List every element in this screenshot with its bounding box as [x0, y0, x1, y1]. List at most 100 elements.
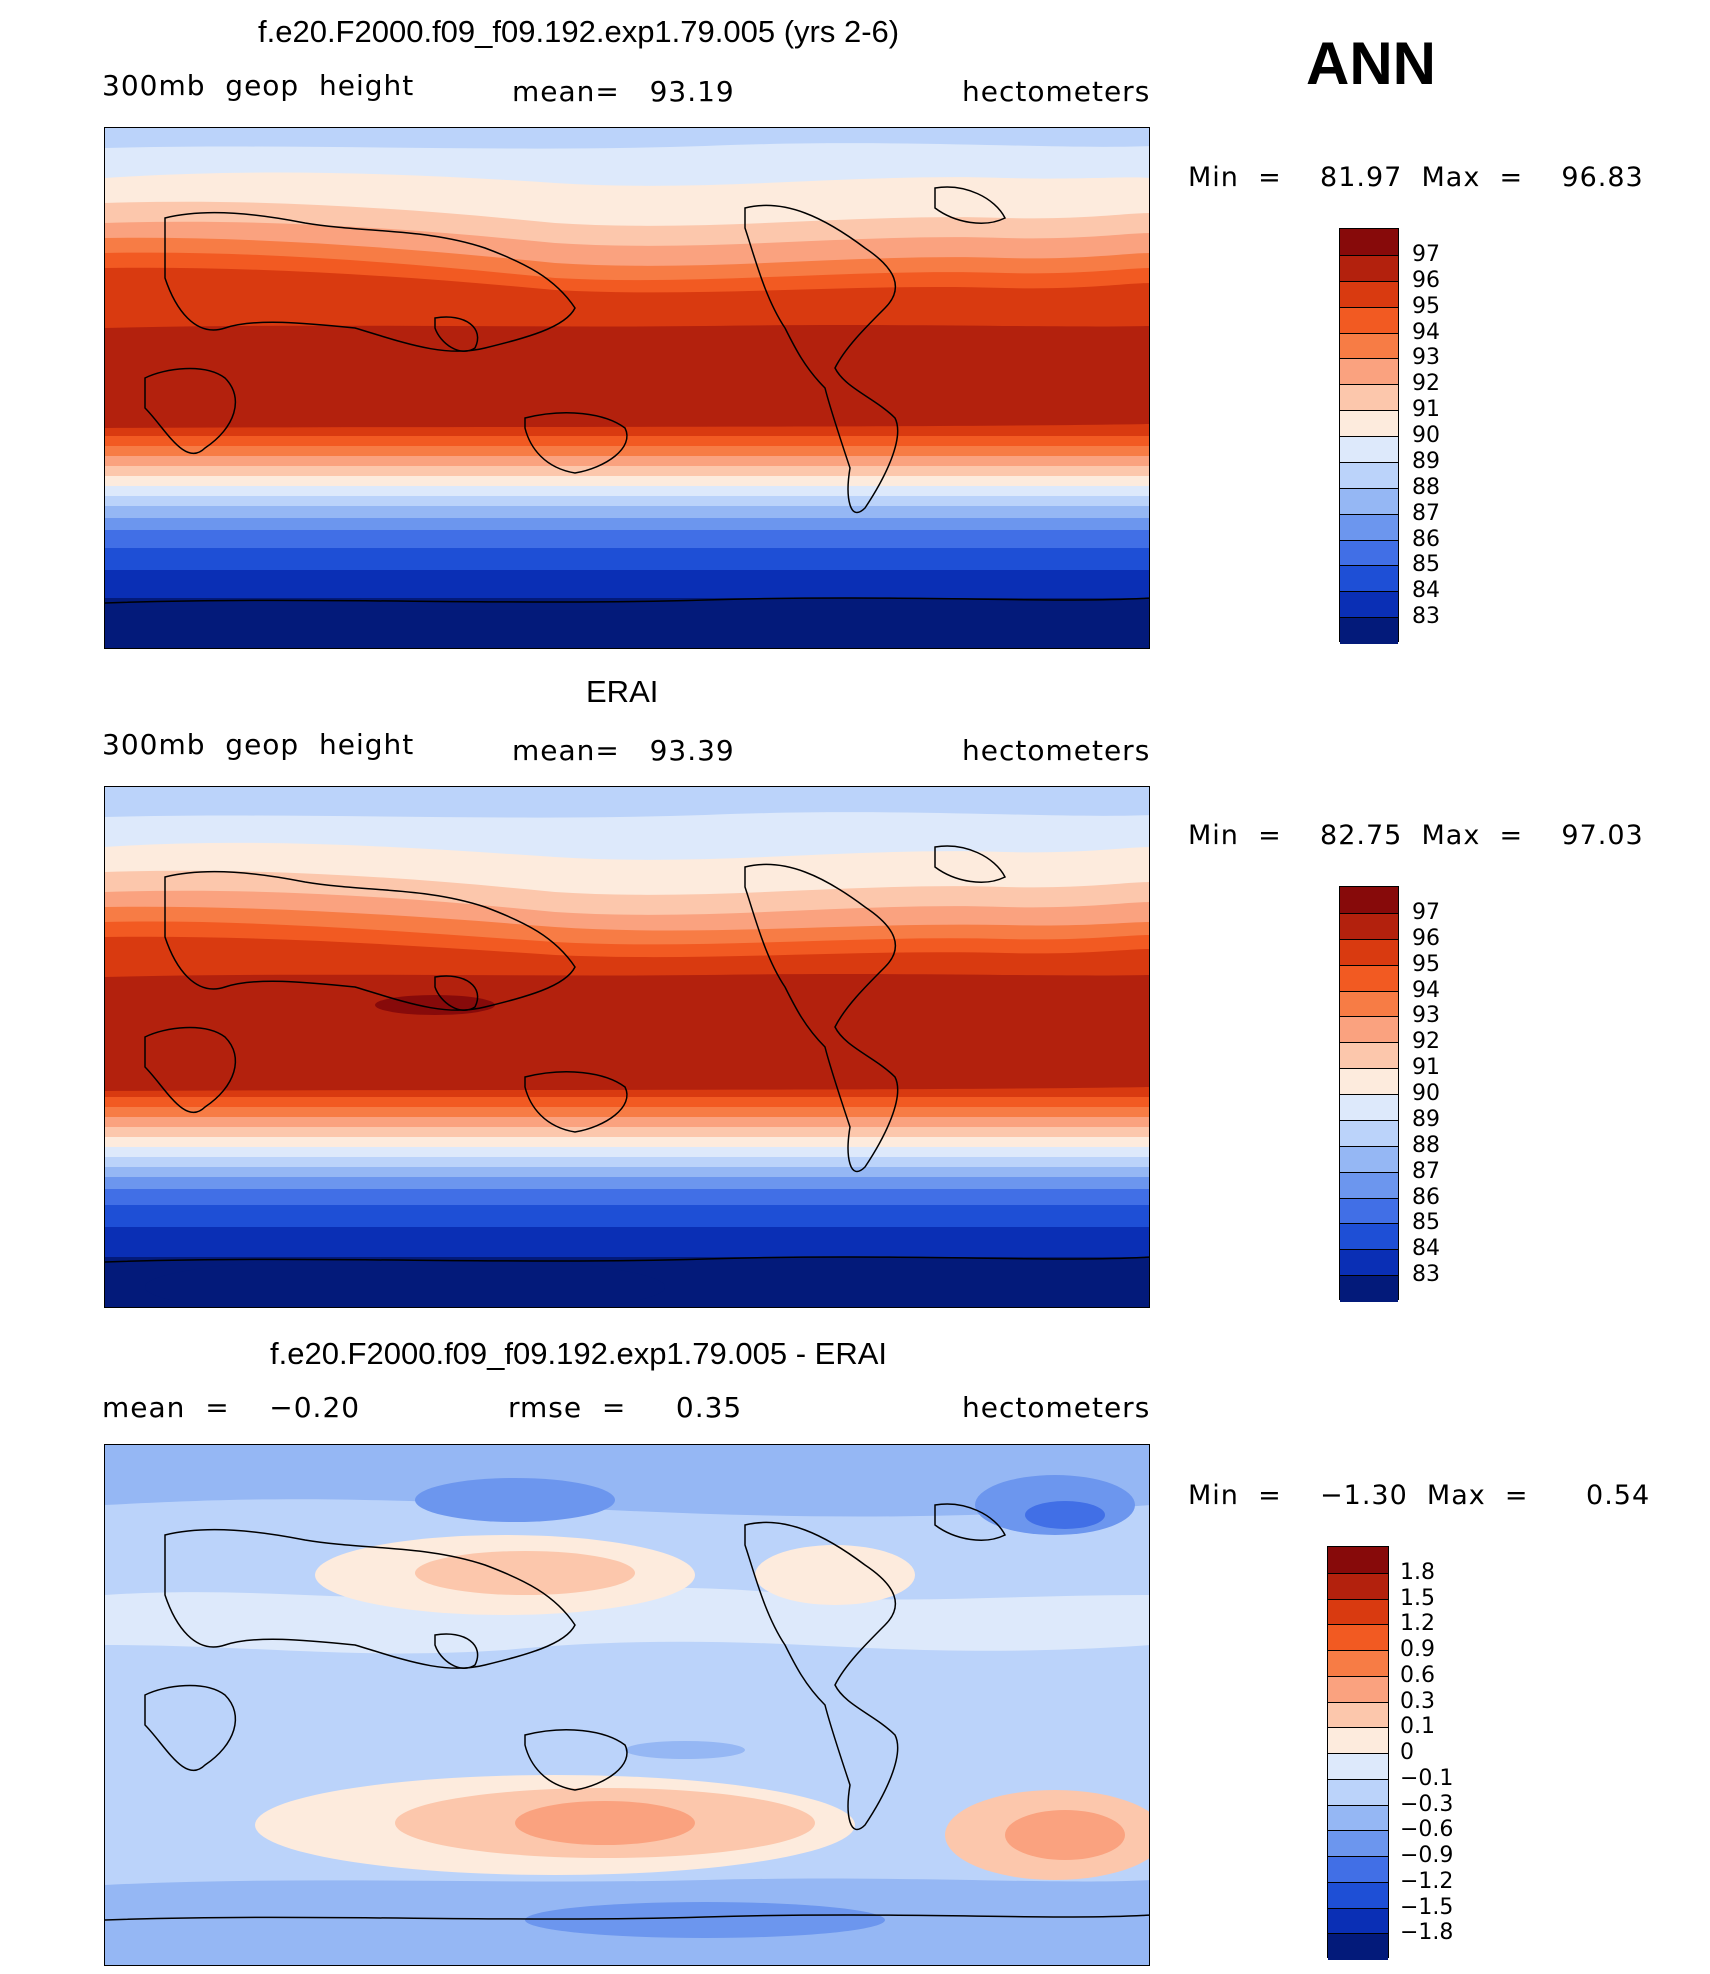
colorbar-segment [1340, 990, 1398, 1018]
colorbar-segment [1328, 1547, 1388, 1573]
colorbar-label: 0 [1400, 1740, 1414, 1765]
colorbar-label: 94 [1412, 319, 1440, 345]
colorbar-label: 89 [1412, 1106, 1440, 1132]
colorbar-label: 97 [1412, 899, 1440, 925]
colorbar-segment [1328, 1881, 1388, 1909]
colorbar-segment [1328, 1675, 1388, 1703]
colorbar-label: 97 [1412, 241, 1440, 267]
colorbar-label: 92 [1412, 1029, 1440, 1055]
colorbar-label: 90 [1412, 1081, 1440, 1106]
colorbar-segment [1340, 1171, 1398, 1199]
colorbar-label: 0.6 [1400, 1662, 1435, 1688]
colorbar-segment [1328, 1727, 1388, 1754]
band [105, 1445, 1149, 1517]
colorbar-segment [1328, 1856, 1388, 1883]
colorbar-label: 90 [1412, 423, 1440, 448]
season-label: ANN [1306, 30, 1436, 97]
colorbar-label: 96 [1412, 925, 1440, 951]
colorbar-label: −1.8 [1400, 1920, 1454, 1946]
colorbar-label: 0.1 [1400, 1714, 1435, 1740]
colorbar-label: 83 [1412, 1262, 1440, 1288]
colorbar-label: 86 [1412, 526, 1440, 552]
colorbar-label: 87 [1412, 500, 1440, 526]
colorbar-segment [1328, 1907, 1388, 1935]
colorbar-segment [1328, 1598, 1388, 1626]
band [515, 1801, 695, 1845]
coastlines [105, 845, 1149, 1263]
band [1025, 1501, 1105, 1529]
colorbar-segment [1340, 964, 1398, 992]
panel-3-minmax: Min = −1.30 Max = 0.54 [1188, 1480, 1651, 1511]
panel-3-colorbar [1327, 1546, 1389, 1960]
band [755, 1545, 915, 1605]
colorbar-segment [1340, 254, 1398, 282]
colorbar-segment [1328, 1572, 1388, 1600]
panel-1-title: f.e20.F2000.f09_f09.192.exp1.79.005 (yrs… [258, 14, 900, 49]
panel-1-variable-label: 300mb geop height [102, 69, 415, 102]
panel-1-minmax: Min = 81.97 Max = 96.83 [1188, 162, 1644, 193]
colorbar-label: 88 [1412, 474, 1440, 500]
colorbar-segment [1340, 1145, 1398, 1173]
colorbar-segment [1340, 1223, 1398, 1251]
colorbar-label: 0.9 [1400, 1637, 1435, 1662]
colorbar-segment [1328, 1650, 1388, 1677]
band [415, 1551, 635, 1595]
colorbar-segment [1340, 1275, 1398, 1302]
colorbar-segment [1340, 1197, 1398, 1225]
panel-1-map [104, 127, 1150, 649]
colorbar-label: 94 [1412, 977, 1440, 1003]
colorbar-segment [1340, 591, 1398, 619]
panel-3-units-label: hectometers [962, 1391, 1151, 1424]
colorbar-segment [1340, 306, 1398, 334]
colorbar-segment [1340, 539, 1398, 567]
colorbar-label: 85 [1412, 552, 1440, 578]
colorbar-segment [1340, 332, 1398, 360]
colorbar-segment [1340, 358, 1398, 386]
colorbar-segment [1340, 1119, 1398, 1147]
colorbar-segment [1328, 1624, 1388, 1651]
colorbar-label: 0.3 [1400, 1688, 1435, 1714]
panel-3-mean-label: mean = −0.20 [102, 1391, 361, 1424]
colorbar-label: 92 [1412, 371, 1440, 397]
colorbar-label: 84 [1412, 1236, 1440, 1262]
panel-2-variable-label: 300mb geop height [102, 728, 415, 761]
panel-2-mean-label: mean= 93.39 [512, 734, 735, 767]
colorbar-label: 89 [1412, 448, 1440, 474]
panel-2-units-label: hectometers [962, 734, 1151, 767]
colorbar-label: 95 [1412, 951, 1440, 977]
colorbar-label: 87 [1412, 1158, 1440, 1184]
panel-2-title: ERAI [586, 674, 659, 709]
coastlines [105, 1503, 1149, 1921]
band [105, 325, 1149, 428]
colorbar-segment [1340, 938, 1398, 966]
colorbar-label: −0.6 [1400, 1817, 1454, 1843]
colorbar-segment [1340, 1016, 1398, 1044]
colorbar-segment [1328, 1701, 1388, 1729]
band [415, 1478, 615, 1522]
colorbar-label: 1.5 [1400, 1585, 1435, 1611]
colorbar-label: 85 [1412, 1210, 1440, 1236]
panel-3-title: f.e20.F2000.f09_f09.192.exp1.79.005 - ER… [270, 1336, 888, 1371]
colorbar-segment [1340, 487, 1398, 515]
colorbar-segment [1340, 1094, 1398, 1121]
colorbar-segment [1340, 461, 1398, 489]
colorbar-segment [1340, 1249, 1398, 1277]
colorbar-label: −1.2 [1400, 1868, 1454, 1894]
colorbar-label: −0.3 [1400, 1791, 1454, 1817]
colorbar-segment [1340, 887, 1398, 913]
panel-1-mean-label: mean= 93.19 [512, 75, 735, 108]
colorbar-label: 96 [1412, 267, 1440, 293]
panel-1-colorbar [1339, 228, 1399, 644]
panel-2-minmax: Min = 82.75 Max = 97.03 [1188, 820, 1644, 851]
band [625, 1741, 745, 1759]
colorbar-segment [1340, 1042, 1398, 1070]
colorbar-label: 95 [1412, 293, 1440, 319]
colorbar-label: 1.8 [1400, 1559, 1435, 1585]
colorbar-segment [1340, 280, 1398, 308]
coastlines [105, 186, 1149, 604]
colorbar-segment [1340, 436, 1398, 463]
colorbar-label: 93 [1412, 1003, 1440, 1029]
colorbar-label: 83 [1412, 604, 1440, 630]
colorbar-segment [1340, 565, 1398, 593]
colorbar-segment [1340, 912, 1398, 940]
